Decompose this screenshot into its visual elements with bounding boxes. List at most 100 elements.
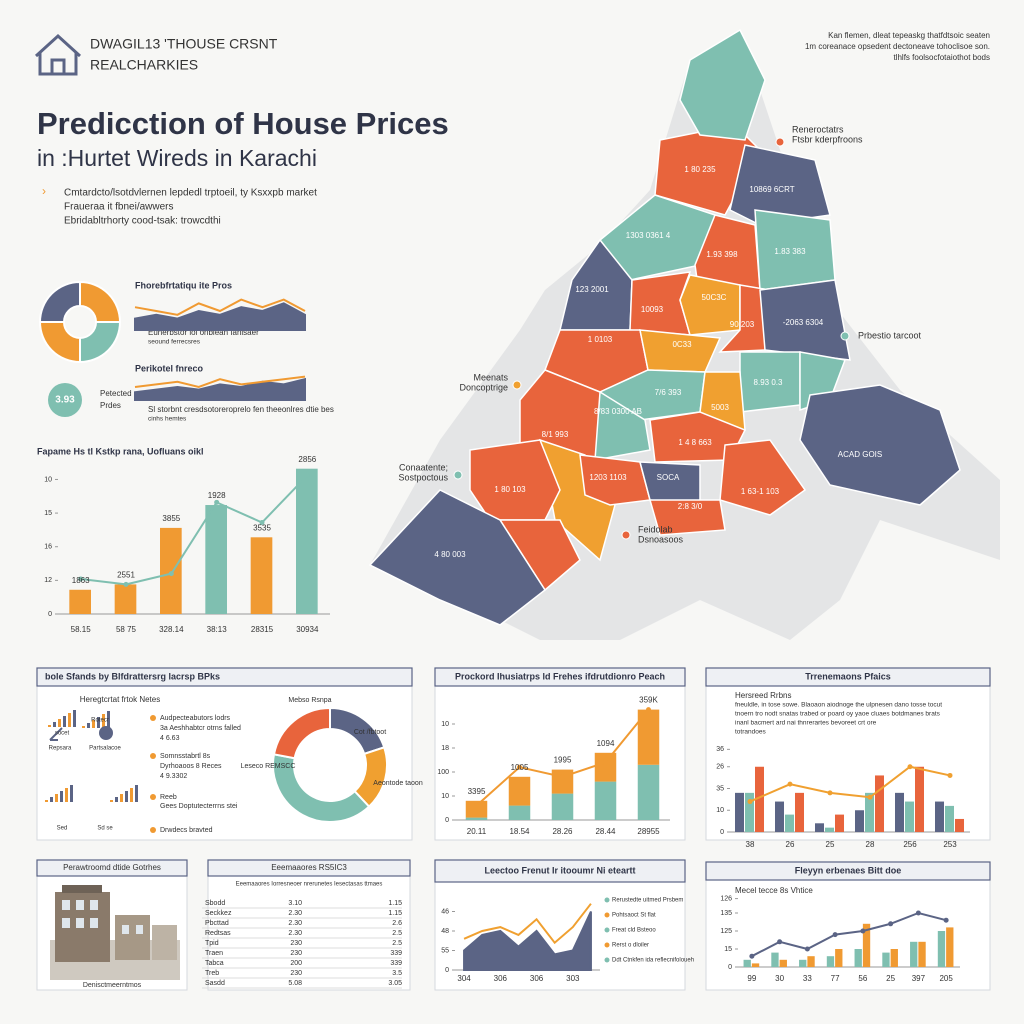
table-cell: Seckkez <box>205 910 232 917</box>
y-tick-label: 18 <box>441 745 449 752</box>
map-label: 123 2001 <box>575 285 609 294</box>
item-dot <box>150 794 156 800</box>
y-tick-label: 26 <box>716 764 724 771</box>
side-item: Drwdecs bravted <box>160 827 213 834</box>
map-region <box>579 454 651 506</box>
note: Pohtsaoct St flat <box>612 913 656 919</box>
x-tick-label: 256 <box>903 840 917 849</box>
callout-dot <box>840 331 850 341</box>
map-label: 10093 <box>641 305 664 314</box>
map-label: 4 80 003 <box>434 550 466 559</box>
map-label: 50C3C <box>702 293 727 302</box>
table-cell: 1.15 <box>388 900 402 907</box>
table-cell: 339 <box>390 950 402 957</box>
x-tick-label: 20.11 <box>467 827 487 836</box>
x-tick-label: 303 <box>566 974 580 983</box>
callout-text: Dsnoasoos <box>638 534 684 544</box>
callout-text: Feidolab <box>638 524 673 534</box>
line-point <box>943 917 949 923</box>
bar <box>905 801 914 832</box>
bar <box>946 927 954 967</box>
panel <box>207 859 411 991</box>
map: 1 80 235 10869 6CRT 1303 0361 4 1.93 398 1.8… <box>368 28 961 626</box>
y-tick-label: 46 <box>441 908 449 915</box>
x-tick-label: 28 <box>866 840 875 849</box>
map-region <box>639 461 701 506</box>
icon-label: Sed <box>57 826 68 832</box>
chart-title: Perikotel fnreco <box>135 363 204 373</box>
pie-label: Aeontode taoon <box>373 780 423 787</box>
side-item: Dyrhoaoos 8 Reces <box>160 763 222 770</box>
bar <box>918 941 926 967</box>
chart-title: Leectoo Frenut Ir itooumr Ni eteartt <box>484 865 635 875</box>
panel-header <box>705 861 991 881</box>
line-point <box>168 571 174 577</box>
map-label: 90 203 <box>730 320 755 329</box>
callout-dot <box>775 137 785 147</box>
icon-bar <box>82 726 85 728</box>
pie-label: Leseco REMSCC <box>241 763 296 770</box>
line-point <box>777 939 783 945</box>
table-cell: 2.30 <box>288 910 302 917</box>
icon-bar <box>60 791 63 802</box>
bar <box>890 949 898 967</box>
chart-title: Prockord Ihusiatrps ld Frehes ifdrutdion… <box>455 671 665 681</box>
panel-header <box>705 667 991 687</box>
map-label: 0C33 <box>672 340 692 349</box>
chart-title: bole Sfands by Blfdrattersrg lacrsp BPks <box>45 671 220 681</box>
map-label: ACAD GOIS <box>838 450 882 459</box>
bar <box>910 941 918 967</box>
bar <box>854 949 862 967</box>
chart-subtitle: Hersreed Rrbns <box>735 691 791 700</box>
callout-text: Conaatente; <box>399 462 448 472</box>
bar <box>637 764 660 820</box>
chart-subtitle: Eunerbstor loi onbiean Ianisaer <box>148 328 259 337</box>
x-tick-label: 253 <box>943 840 957 849</box>
bar <box>735 792 744 832</box>
icon-bar <box>65 788 68 802</box>
bar <box>551 769 574 794</box>
x-tick-label: 397 <box>912 974 926 983</box>
icon <box>99 726 113 740</box>
x-tick-label: 18.54 <box>509 827 530 836</box>
line-point <box>787 781 793 787</box>
callout-dot <box>453 470 463 480</box>
x-tick-label: 205 <box>939 974 953 983</box>
title: in :Hurtet Wireds in Karachi <box>37 145 317 171</box>
bar <box>205 505 227 614</box>
bar <box>755 766 764 832</box>
x-tick-label: 28315 <box>251 625 274 634</box>
chart-subtitle: cinhs hemtes <box>148 416 187 423</box>
x-tick-label: 306 <box>494 974 508 983</box>
logo-icon <box>34 33 82 76</box>
x-tick-label: 99 <box>747 974 756 983</box>
line-point <box>517 764 522 770</box>
table-cell: 230 <box>290 950 302 957</box>
line-point <box>123 581 129 587</box>
annotation: 2551 <box>117 571 135 580</box>
logo-text: REALCHARKIES <box>90 57 198 73</box>
bar <box>743 959 751 967</box>
bar <box>895 792 904 832</box>
bullet: Fraueraa it fbnei/awwers <box>64 202 174 213</box>
icon-bar <box>53 722 56 727</box>
x-tick-label: 58 75 <box>116 625 137 634</box>
annotation: 1094 <box>597 739 615 748</box>
chart-subtitle: fneuldle, in tose sowe. Blaoaon aiodnoge… <box>735 702 942 709</box>
y-tick-label: 10 <box>44 476 52 483</box>
chart-subtitle: tnoern tro nodt snatas trabed or poard o… <box>735 711 941 718</box>
annotation: 1863 <box>72 576 90 585</box>
y-tick-label: 126 <box>720 895 732 902</box>
bar <box>835 949 843 967</box>
map-label: 1 80 235 <box>684 165 716 174</box>
icon-bar <box>130 788 133 802</box>
x-tick-label: 30934 <box>296 625 319 634</box>
chart-title: Fapame Hs tl Kstkp rana, Uofluans oikl <box>37 446 204 456</box>
area <box>463 911 592 971</box>
y-tick-label: 100 <box>437 769 449 776</box>
table-cell: 2.5 <box>392 940 402 947</box>
callout-text: Meenats <box>473 372 508 382</box>
bar <box>799 959 807 967</box>
line <box>751 911 947 958</box>
bar <box>915 766 924 832</box>
